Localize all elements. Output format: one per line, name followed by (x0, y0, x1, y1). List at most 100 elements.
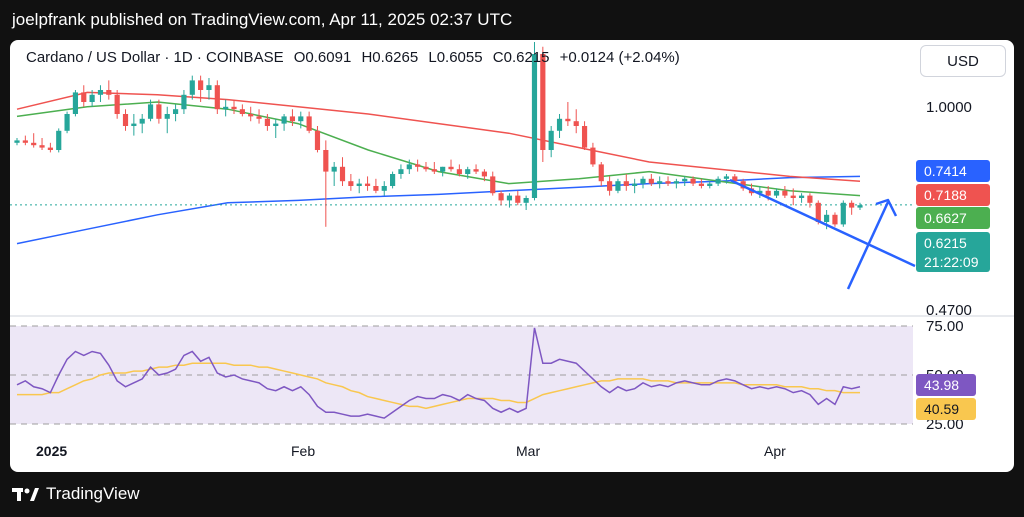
candle-body (548, 130, 554, 150)
low-value: L0.6055 (428, 49, 483, 66)
candle-body (231, 106, 237, 110)
rsi-badge-value: 43.98 (924, 377, 959, 393)
candle-body (364, 183, 371, 186)
candle-body (723, 176, 730, 179)
ma-mid-line (16, 91, 861, 182)
candle-body (172, 109, 179, 114)
candle-body (306, 116, 312, 131)
candle-body (556, 118, 563, 131)
candle-body (790, 195, 796, 198)
price-badge-value: 0.6215 (924, 235, 967, 251)
candle-body (114, 94, 120, 114)
candle-body (264, 118, 270, 126)
candle-body (465, 169, 471, 174)
candle-body (581, 126, 588, 148)
chart-card: 1.00000.55000.470075.0050.0025.002025Feb… (10, 40, 1014, 472)
close-value: C0.6215 (492, 49, 550, 66)
ma-long-line (16, 175, 861, 245)
candle-body (56, 130, 62, 150)
candle-body (139, 118, 145, 124)
candle-body (273, 123, 279, 126)
price-badge-value: 0.7188 (924, 187, 967, 203)
candle-body (840, 202, 846, 225)
candle-body (824, 214, 830, 222)
date-label: Apr (764, 443, 786, 459)
candle-body (715, 178, 721, 184)
rsi-line (16, 327, 861, 419)
price-badge (916, 184, 990, 206)
candle-body (857, 205, 863, 208)
candle-body (97, 90, 104, 95)
candle-body (615, 181, 621, 191)
price-tick-label: 1.0000 (926, 99, 972, 116)
rsi-badge (916, 374, 976, 396)
trend-arrow-line (846, 201, 890, 290)
candle-body (632, 183, 638, 186)
candle-body (640, 178, 646, 184)
candle-body (481, 171, 487, 177)
candle-body (757, 190, 763, 194)
high-value: H0.6265 (361, 49, 419, 66)
price-badge-value: 0.6627 (924, 210, 967, 226)
candle-body (47, 147, 53, 150)
candle-body (22, 140, 28, 143)
rsi-tick-label: 25.00 (926, 416, 964, 433)
candle-body (798, 195, 805, 198)
candle-body (565, 118, 571, 122)
candle-body (498, 193, 504, 201)
candle-body (657, 181, 663, 184)
candle-body (573, 121, 579, 126)
price-badge-value: 0.7414 (924, 163, 967, 179)
candle-body (331, 166, 337, 172)
candle-body (773, 190, 780, 196)
candle-body (314, 130, 321, 150)
candle-body (423, 166, 429, 170)
ohlc-legend: Cardano / US Dollar · 1D · COINBASE O0.6… (26, 49, 686, 66)
date-label: Feb (291, 443, 315, 459)
candle-body (673, 181, 679, 184)
price-badge (916, 232, 990, 272)
candle-body (440, 166, 446, 172)
currency-button[interactable]: USD (920, 45, 1006, 77)
candle-body (223, 106, 229, 110)
candle-body (832, 214, 838, 225)
candle-body (156, 104, 162, 119)
candle-body (665, 181, 671, 184)
rsi-badge-value: 40.59 (924, 401, 959, 417)
candle-body (406, 164, 412, 170)
candle-body (298, 116, 304, 122)
candle-body (782, 190, 788, 196)
candle-body (448, 166, 454, 170)
candle-body (106, 90, 112, 95)
candle-body (206, 85, 212, 90)
candle-body (131, 123, 137, 126)
rsi-badge (916, 398, 976, 420)
rsi-ma-line (17, 362, 860, 410)
date-label: 2025 (36, 443, 67, 459)
candle-body (523, 198, 529, 203)
chart-svg[interactable]: 1.00000.55000.470075.0050.0025.002025Feb… (10, 40, 1014, 472)
candle-body (398, 169, 404, 174)
candle-body (39, 145, 45, 148)
candle-body (14, 140, 20, 143)
trendline-resistance (729, 178, 916, 268)
candle-body (682, 178, 688, 182)
candle-body (765, 190, 771, 196)
tradingview-logo[interactable]: TradingView (12, 484, 140, 504)
candle-body (598, 164, 604, 182)
symbol-label: Cardano / US Dollar · 1D · COINBASE (26, 49, 284, 66)
candle-body (89, 94, 95, 102)
candle-body (698, 183, 705, 186)
candle-body (473, 169, 479, 172)
candle-body (198, 80, 204, 90)
candle-body (849, 202, 855, 208)
candle-body (122, 114, 129, 126)
candle-body (31, 142, 37, 146)
candle-body (181, 94, 187, 110)
candle-body (239, 109, 245, 114)
candle-body (390, 174, 396, 186)
candle-body (540, 54, 546, 150)
candle-body (531, 54, 538, 198)
candle-body (373, 186, 379, 191)
candle-body (381, 186, 387, 191)
